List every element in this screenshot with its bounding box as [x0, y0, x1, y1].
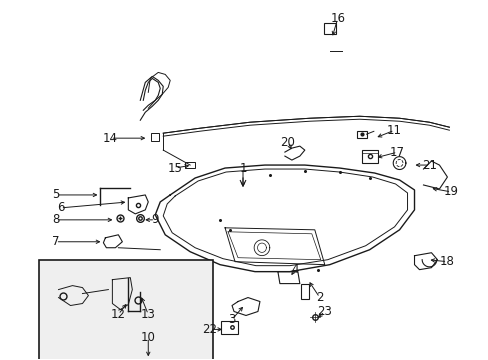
Text: 5: 5: [52, 188, 59, 202]
Text: 7: 7: [52, 235, 59, 248]
Text: 14: 14: [102, 132, 118, 145]
Text: 23: 23: [317, 305, 331, 318]
Text: 15: 15: [167, 162, 182, 175]
Text: 17: 17: [389, 145, 404, 159]
Text: 4: 4: [290, 263, 298, 276]
Text: 16: 16: [329, 12, 345, 25]
Bar: [356, 131, 366, 138]
Text: 20: 20: [280, 136, 295, 149]
Text: 8: 8: [52, 213, 59, 226]
Bar: [39, 260, 213, 360]
Text: 18: 18: [439, 255, 454, 268]
Text: 6: 6: [57, 201, 64, 215]
Text: 10: 10: [141, 331, 155, 344]
Text: 13: 13: [141, 308, 155, 321]
Bar: [185, 162, 195, 168]
Text: 12: 12: [111, 308, 125, 321]
Bar: [220, 321, 237, 334]
Text: 21: 21: [421, 158, 436, 172]
Bar: [300, 284, 308, 298]
Text: 3: 3: [228, 313, 235, 326]
Text: 2: 2: [315, 291, 323, 304]
Bar: [151, 133, 159, 141]
Bar: [362, 150, 377, 163]
Bar: [323, 23, 335, 34]
Text: 19: 19: [443, 185, 458, 198]
Text: 22: 22: [202, 323, 217, 336]
Text: 1: 1: [239, 162, 246, 175]
Text: 11: 11: [386, 124, 401, 137]
Text: 9: 9: [151, 213, 159, 226]
